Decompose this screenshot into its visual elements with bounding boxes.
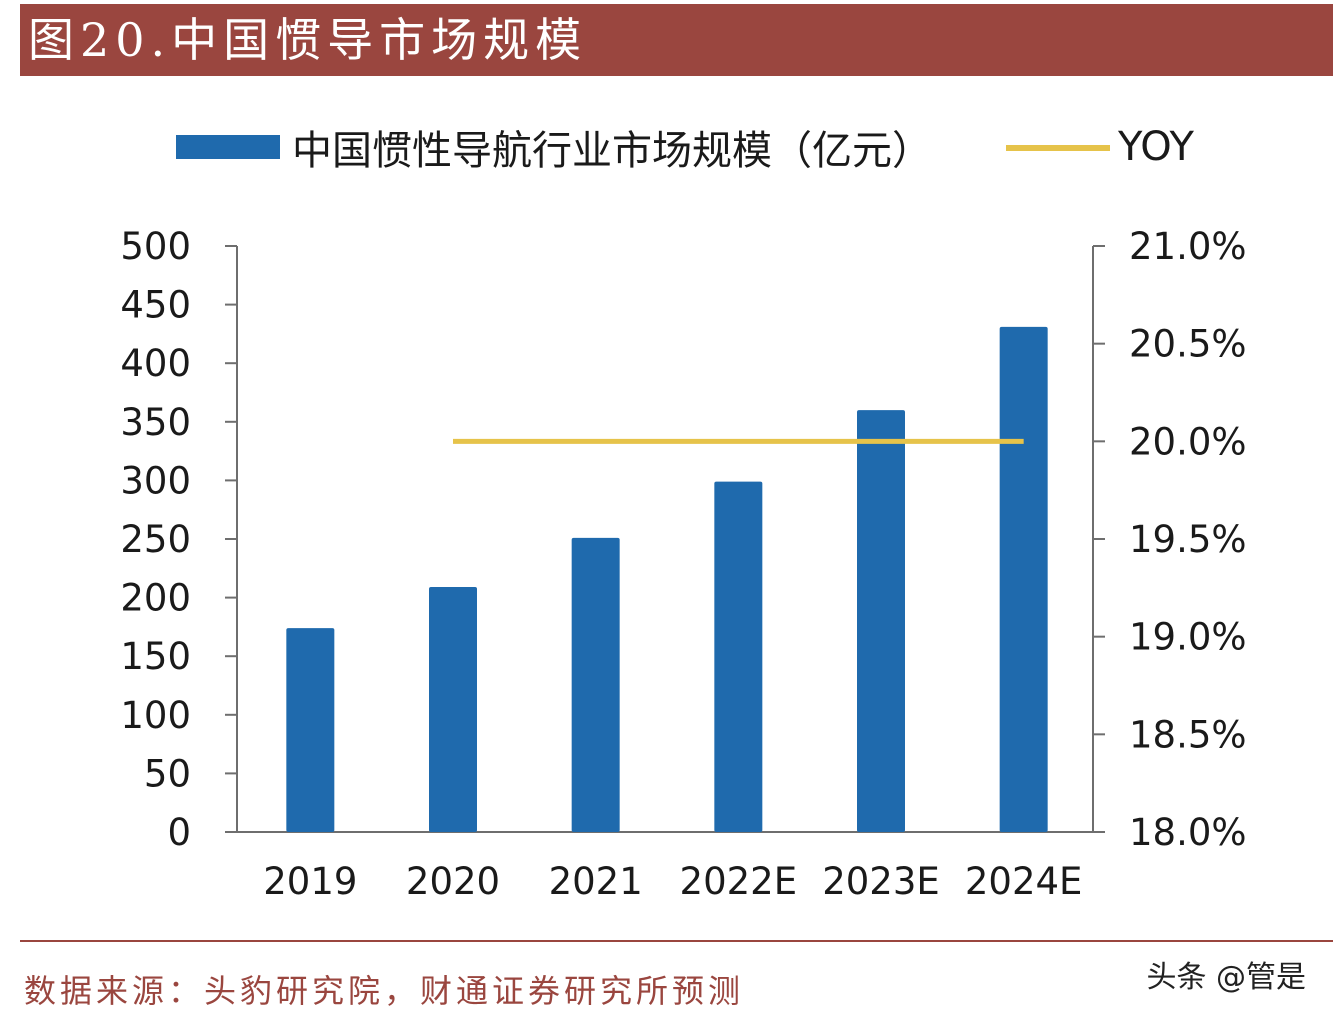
left-axis-tick-label: 50: [144, 752, 191, 795]
x-axis-category-label: 2023E: [822, 860, 940, 903]
x-axis-category-label: 2022E: [680, 860, 798, 903]
watermark: 头条 @管是: [1146, 960, 1306, 995]
data-source-note: 数据来源：头豹研究院，财通证券研究所预测: [24, 972, 745, 1010]
bar: [571, 537, 620, 832]
chart-area: 中国惯性导航行业市场规模（亿元） YOY 0 50 100 150 200 250 300 350…: [20, 76, 1333, 936]
left-axis-tick-label: 250: [120, 518, 191, 561]
right-axis-tick-label: 21.0%: [1129, 225, 1247, 268]
right-axis-tick-label: 19.0%: [1129, 616, 1247, 659]
bar: [286, 628, 335, 832]
right-axis-tick-label: 19.5%: [1129, 518, 1247, 561]
legend-yoy-label: YOY: [1117, 124, 1195, 170]
x-axis-category-label: 2019: [263, 860, 357, 903]
bar: [714, 481, 763, 832]
bar: [429, 587, 477, 832]
x-axis-category-label: 2024E: [965, 860, 1083, 903]
left-axis-tick-label: 450: [120, 284, 191, 327]
bar: [857, 410, 905, 832]
right-axis-tick-label: 20.0%: [1129, 420, 1247, 463]
footer-divider: [20, 940, 1333, 942]
bar-line-chart: 中国惯性导航行业市场规模（亿元） YOY 0 50 100 150 200 250 300 350…: [120, 124, 1247, 903]
left-axis-tick-label: 500: [120, 225, 191, 268]
left-axis-tick-label: 0: [167, 811, 191, 854]
left-axis-tick-label: 200: [120, 577, 191, 620]
figure-header: 图20.中国惯导市场规模: [20, 4, 1333, 76]
legend-bar-label: 中国惯性导航行业市场规模（亿元）: [292, 128, 932, 174]
x-axis-category-label: 2020: [406, 860, 500, 903]
bar: [999, 326, 1048, 832]
left-axis-tick-label: 400: [120, 342, 191, 385]
x-axis-category-label: 2021: [549, 860, 643, 903]
left-axis-tick-label: 150: [120, 635, 191, 678]
legend-bar-swatch: [176, 135, 280, 159]
left-axis-tick-label: 350: [120, 401, 191, 444]
right-axis-tick-label: 18.5%: [1129, 713, 1247, 756]
left-axis-tick-label: 300: [120, 459, 191, 502]
right-axis-tick-label: 20.5%: [1129, 323, 1247, 366]
right-axis-tick-label: 18.0%: [1129, 811, 1247, 854]
figure-title: 图20.中国惯导市场规模: [28, 13, 588, 67]
left-axis-tick-label: 100: [120, 694, 191, 737]
